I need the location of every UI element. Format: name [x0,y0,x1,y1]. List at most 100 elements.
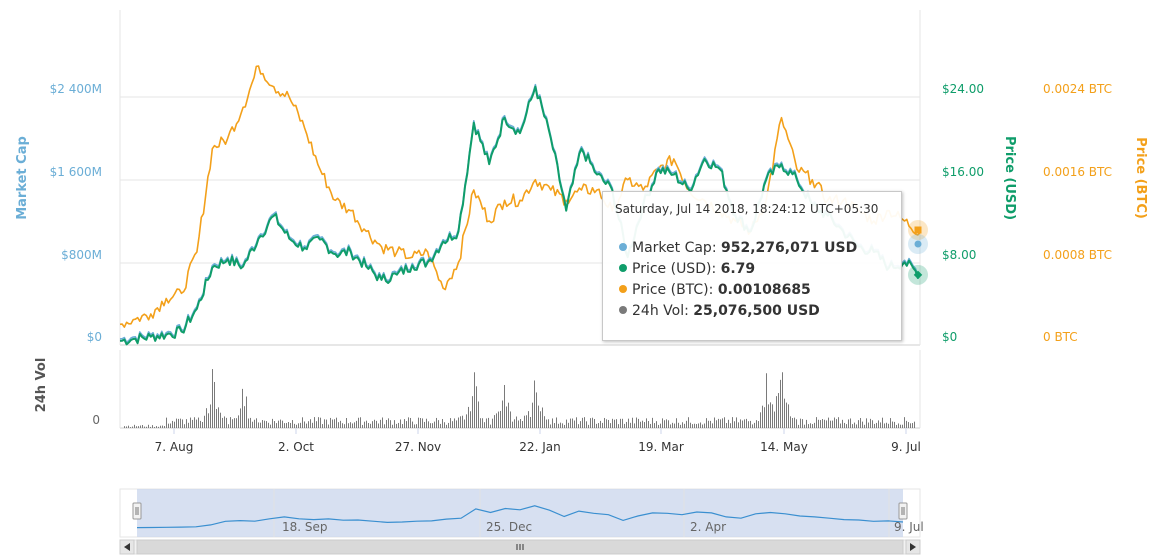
volume-bar [714,417,715,428]
volume-bar [192,419,193,428]
volume-bar [500,410,501,428]
volume-bar [620,418,621,428]
volume-bar [368,423,369,428]
navigator-right-handle[interactable] [898,502,908,520]
tooltip-market-cap-label: Market Cap: [632,240,717,256]
volume-bar [718,418,719,428]
volume-bar [868,422,869,428]
volume-bar [260,422,261,428]
volume-bar [492,418,493,428]
volume-bar [246,396,247,428]
volume-bar [786,402,787,428]
volume-bar [848,419,849,428]
navigator-left-handle[interactable] [132,502,142,520]
volume-bar [746,418,747,428]
volume-bar [860,418,861,428]
volume-bar [502,400,503,428]
volume-bar [594,418,595,428]
volume-bar [716,420,717,428]
volume-bar [146,426,147,428]
arrow-right-icon [910,543,916,551]
volume-bar [590,418,591,428]
volume-bar [232,419,233,428]
volume-bar [314,417,315,428]
market-cap-axis-title: Market Cap [15,136,30,220]
volume-bar [248,418,249,428]
volume-bar [870,418,871,428]
volume-bar [586,421,587,428]
volume-bar [448,422,449,428]
volume-bar [684,423,685,428]
volume-bar [726,423,727,428]
volume-bar [250,417,251,428]
volume-bar [844,422,845,428]
scrollbar-right-arrow[interactable] [905,539,921,555]
volume-bar [544,416,545,428]
price-usd-axis: $0 $8.00 $16.00 $24.00 Price (USD) [942,82,1017,344]
volume-bar [538,405,539,428]
volume-bar [470,411,471,428]
volume-bar [158,426,159,428]
volume-bar [562,423,563,428]
volume-bar [628,418,629,428]
volume-bar [304,421,305,428]
volume-bar [378,423,379,428]
volume-bar [912,423,913,428]
volume-bar [708,420,709,428]
volume-bar [580,421,581,428]
volume-bar [174,421,175,428]
volume-bar [658,424,659,428]
volume-bar [652,417,653,428]
volume-bar [382,417,383,428]
mcap-tick-0: $0 [87,330,102,344]
volume-bar [610,423,611,428]
volume-bar [166,417,167,428]
volume-bar [742,420,743,428]
volume-bar [702,424,703,428]
volume-bar [632,417,633,428]
volume-bar [612,418,613,428]
volume-bar [574,420,575,428]
volume-bar [598,423,599,428]
volume-bar [454,418,455,428]
volume-bar [634,423,635,428]
volume-bar [480,418,481,428]
volume-bar [210,404,211,428]
volume-bar [884,423,885,428]
volume-bar [132,426,133,428]
vol-tick-0: 0 [92,413,100,427]
volume-bar [162,425,163,428]
volume-bar [400,419,401,428]
scrollbar-left-arrow[interactable] [119,539,135,555]
volume-bar [262,420,263,428]
volume-bar [142,425,143,428]
volume-bar [790,416,791,428]
volume-bar [300,422,301,428]
volume-bar [904,417,905,428]
volume-bar [820,420,821,428]
volume-bar [186,419,187,428]
volume-bar [826,420,827,428]
volume-bar [466,414,467,428]
volume-axis: 0 24h Vol [34,358,100,427]
volume-bar [366,420,367,428]
volume-bar [328,424,329,428]
volume-bar [700,422,701,428]
scrollbar[interactable] [119,539,921,555]
volume-bar [462,415,463,428]
volume-bar [640,421,641,428]
volume-bar [694,423,695,428]
volume-bar [622,418,623,428]
tooltip-row-volume: 24h Vol: 25,076,500 USD [619,303,820,319]
volume-bar [874,423,875,428]
volume-bar [758,421,759,428]
volume-bar [286,423,287,428]
price-usd-line [119,85,921,346]
volume-bar [814,422,815,428]
volume-bar [136,426,137,428]
volume-bar [688,417,689,428]
tooltip-price-usd-value: 6.79 [720,261,756,277]
volume-bar [134,424,135,428]
navigator[interactable]: 18. Sep 25. Dec 2. Apr 9. Jul [119,488,924,538]
volume-bar [310,419,311,428]
